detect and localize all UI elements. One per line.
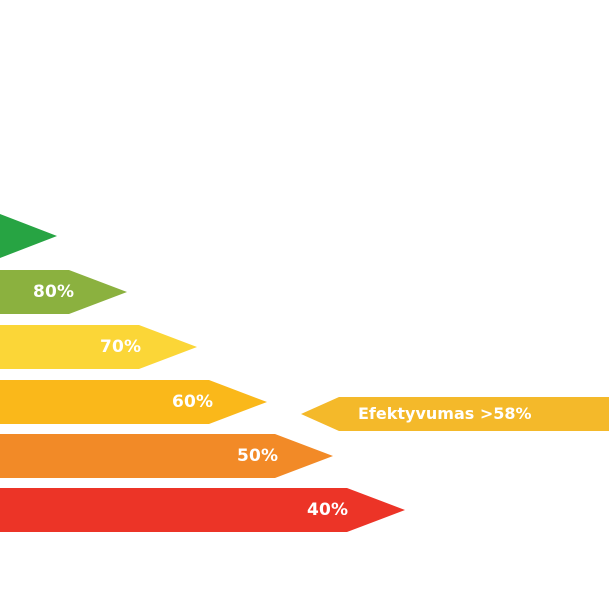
efficiency-indicator-arrow: Efektyvumas >58% [301,397,609,431]
efficiency-indicator-label: Efektyvumas >58% [358,404,532,423]
efficiency-bar-60: 60% [0,380,267,424]
efficiency-bar-label: 80% [33,282,75,302]
efficiency-bar-label: 50% [237,446,279,466]
efficiency-bar-70: 70% [0,325,197,369]
efficiency-bar-top [0,214,57,258]
efficiency-bar-label: 70% [100,337,142,357]
efficiency-bar-80: 80% [0,270,127,314]
efficiency-bar-40: 40% [0,488,405,532]
efficiency-bar-label: 40% [307,500,349,520]
efficiency-bar-50: 50% [0,434,333,478]
efficiency-bar-label: 60% [172,392,214,412]
